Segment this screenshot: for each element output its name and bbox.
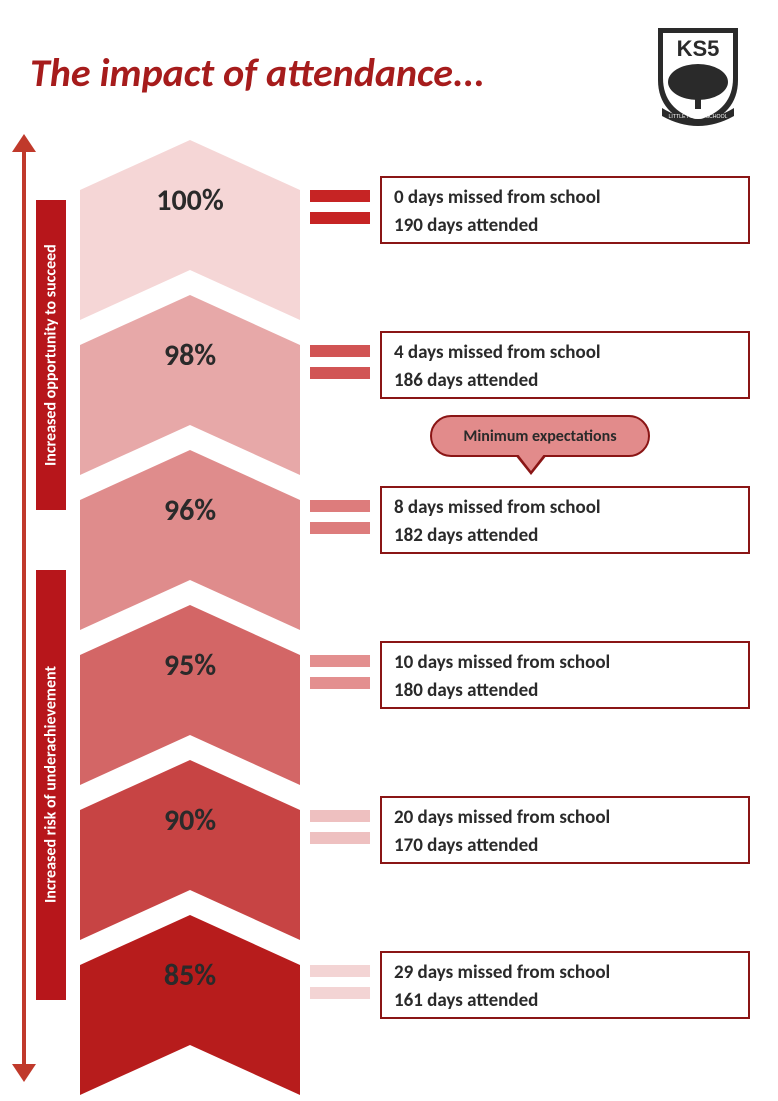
info-row: 29 days missed from school161 days atten… <box>310 951 760 1021</box>
connector-bars <box>310 810 370 854</box>
page-title: The impact of attendance... <box>30 48 485 97</box>
days-attended: 170 days attended <box>394 832 736 860</box>
days-attended: 180 days attended <box>394 677 736 705</box>
chevron-98: 98% <box>80 295 300 475</box>
days-attended: 186 days attended <box>394 367 736 395</box>
chevron-96: 96% <box>80 450 300 630</box>
chevron-100: 100% <box>80 140 300 320</box>
chevron-column: 100% 98% 96% 95% 90% 85% <box>80 140 300 1080</box>
info-box: 20 days missed from school170 days atten… <box>380 796 750 864</box>
info-row: 4 days missed from school186 days attend… <box>310 331 760 401</box>
connector-bars <box>310 190 370 234</box>
days-missed: 20 days missed from school <box>394 804 736 832</box>
info-box: 29 days missed from school161 days atten… <box>380 951 750 1019</box>
percent-label: 100% <box>80 182 300 219</box>
days-missed: 4 days missed from school <box>394 339 736 367</box>
connector-bars <box>310 345 370 389</box>
info-row: 0 days missed from school190 days attend… <box>310 176 760 246</box>
vertical-axis-arrow <box>22 148 26 1068</box>
info-box: 10 days missed from school180 days atten… <box>380 641 750 709</box>
chevron-85: 85% <box>80 915 300 1095</box>
connector-bars <box>310 500 370 544</box>
days-missed: 0 days missed from school <box>394 184 736 212</box>
info-row: 10 days missed from school180 days atten… <box>310 641 760 711</box>
minimum-expectations-callout: Minimum expectations <box>430 415 650 457</box>
days-missed: 29 days missed from school <box>394 959 736 987</box>
logo-subtext: LITTLE HEATH SCHOOL <box>669 114 728 120</box>
connector-bars <box>310 655 370 699</box>
chevron-90: 90% <box>80 760 300 940</box>
axis-label-bottom: Increased risk of underachievement <box>36 570 66 1000</box>
days-attended: 161 days attended <box>394 987 736 1015</box>
info-box: 0 days missed from school190 days attend… <box>380 176 750 244</box>
percent-label: 96% <box>80 492 300 529</box>
days-missed: 10 days missed from school <box>394 649 736 677</box>
axis-label-top: Increased opportunity to succeed <box>36 200 66 510</box>
chevron-95: 95% <box>80 605 300 785</box>
info-box: 4 days missed from school186 days attend… <box>380 331 750 399</box>
info-row: 8 days missed from school182 days attend… <box>310 486 760 556</box>
logo-text: KS5 <box>677 36 720 61</box>
percent-label: 98% <box>80 337 300 374</box>
info-box: 8 days missed from school182 days attend… <box>380 486 750 554</box>
percent-label: 95% <box>80 647 300 684</box>
info-row: 20 days missed from school170 days atten… <box>310 796 760 866</box>
callout-text: Minimum expectations <box>463 427 616 446</box>
school-logo: KS5 LITTLE HEATH SCHOOL <box>648 20 748 130</box>
connector-bars <box>310 965 370 1009</box>
days-missed: 8 days missed from school <box>394 494 736 522</box>
percent-label: 85% <box>80 957 300 994</box>
days-attended: 190 days attended <box>394 212 736 240</box>
days-attended: 182 days attended <box>394 522 736 550</box>
percent-label: 90% <box>80 802 300 839</box>
